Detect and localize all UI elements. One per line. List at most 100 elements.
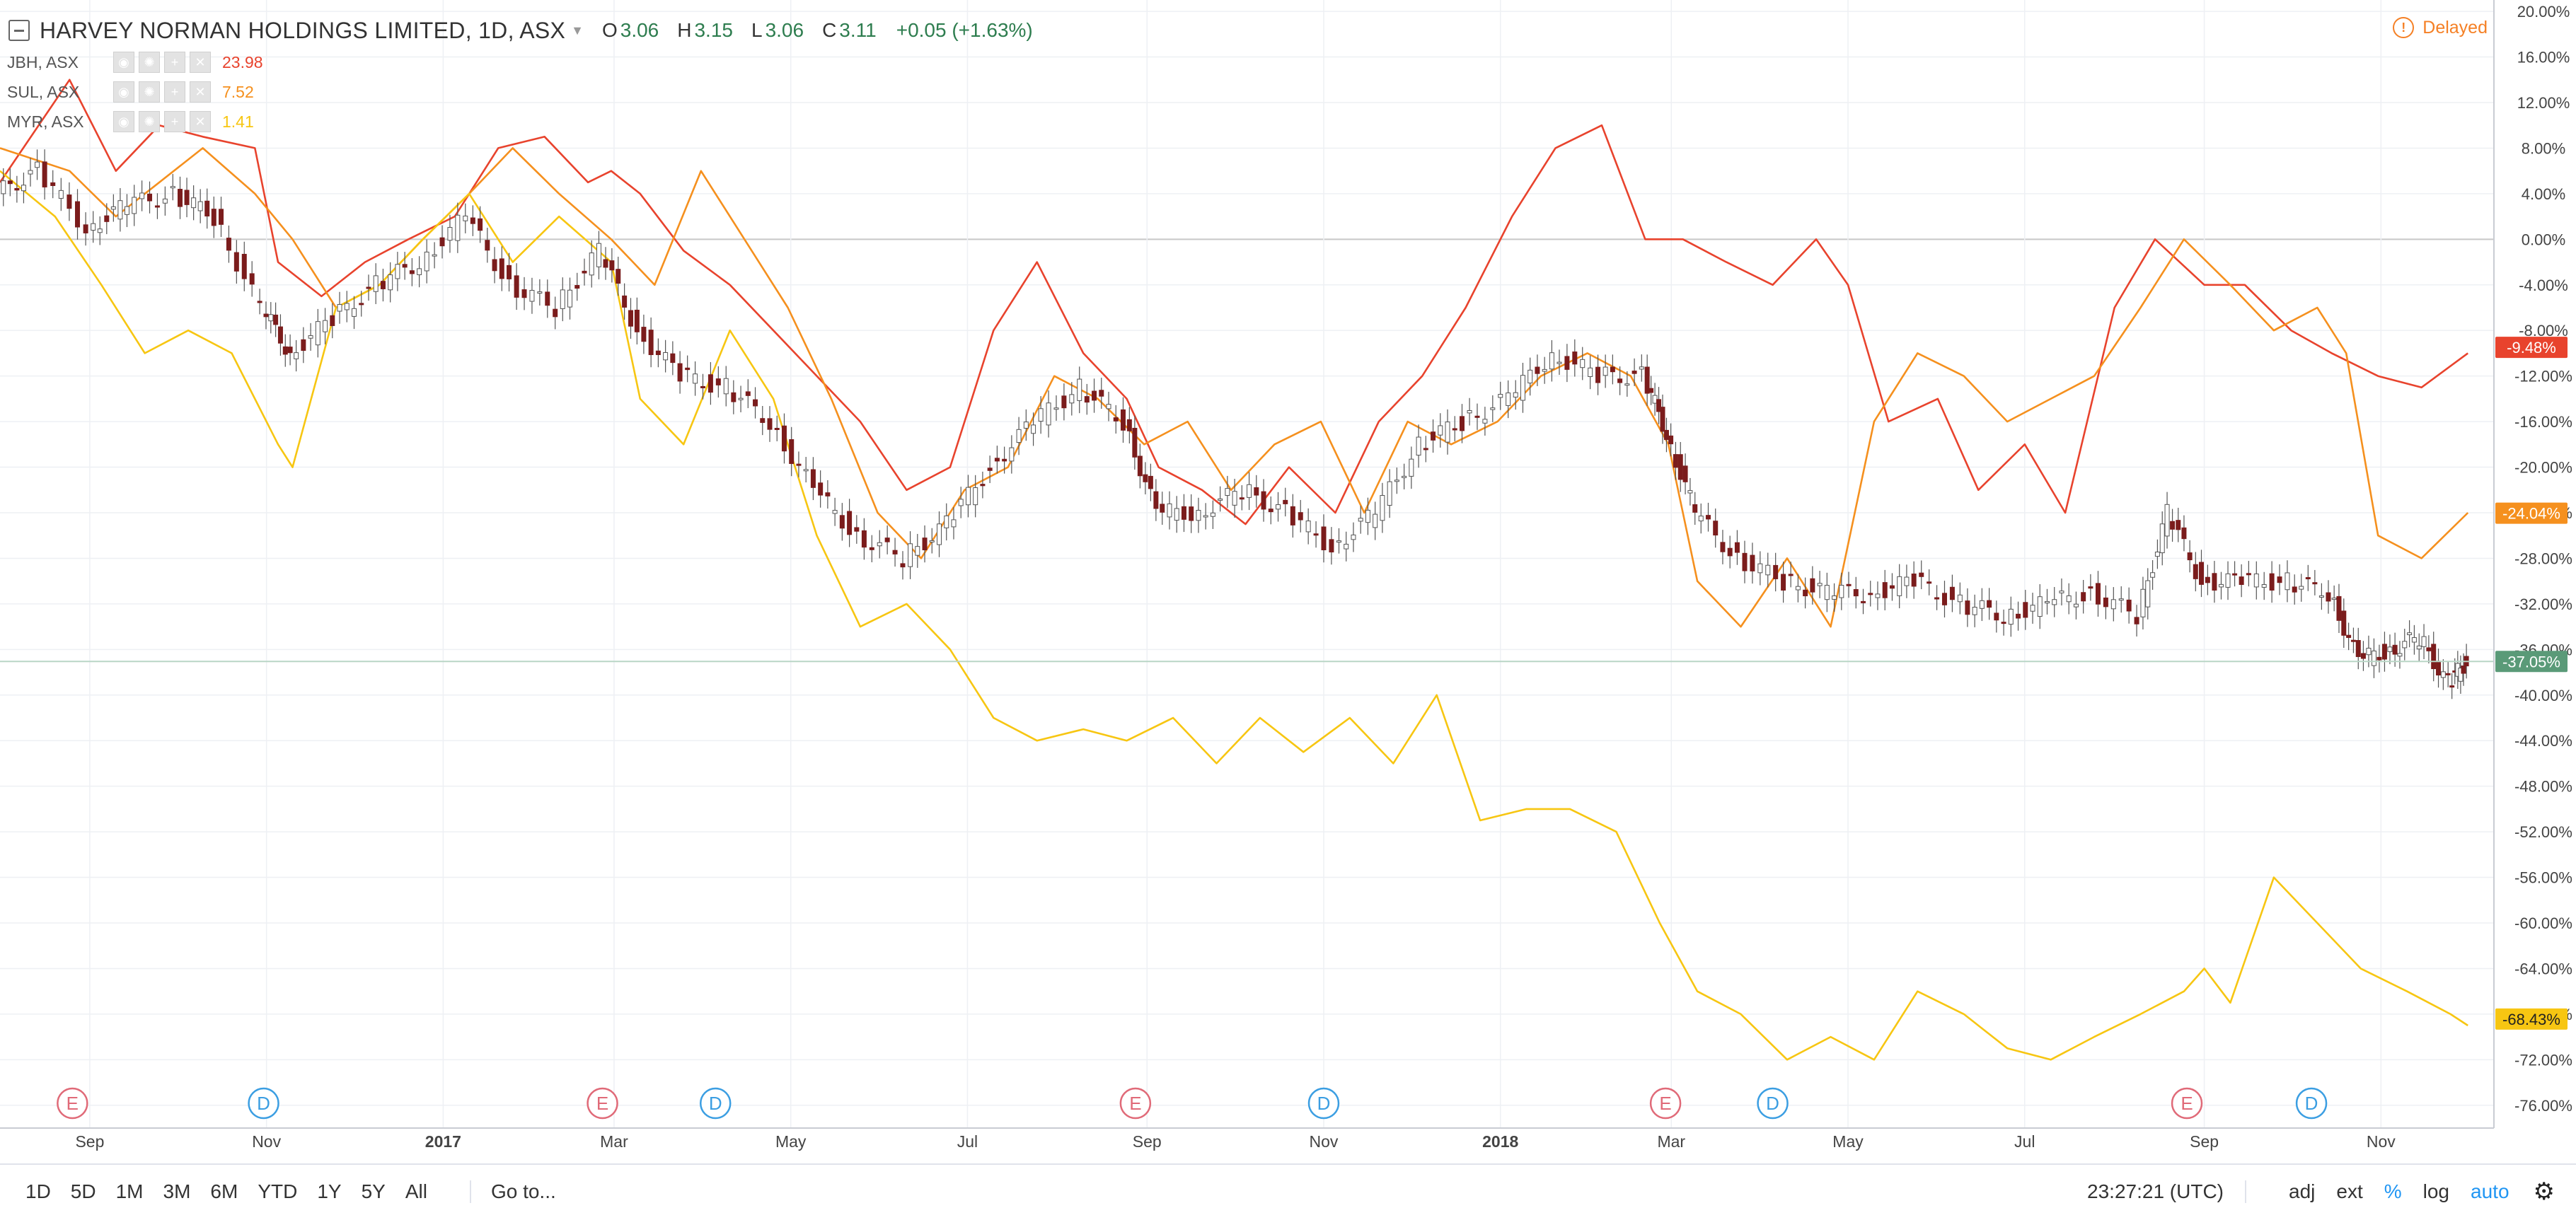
legend-sul[interactable]: SUL, ASX ◉ ✺ + ✕ 7.52	[7, 78, 254, 106]
more-icon[interactable]: +	[164, 81, 185, 103]
goto-button[interactable]: Go to...	[469, 1180, 556, 1203]
gear-icon[interactable]: ✺	[139, 81, 160, 103]
earnings-marker[interactable]: E	[587, 1087, 618, 1120]
candle-body	[2088, 586, 2093, 589]
candle-body	[2218, 583, 2224, 588]
adj-toggle[interactable]: adj	[2289, 1180, 2316, 1202]
candle-body	[1972, 607, 1977, 615]
bottom-toolbar: 1D 5D 1M 3M 6M YTD 1Y 5Y All Go to... 23…	[0, 1163, 2576, 1218]
candle-body	[219, 209, 224, 225]
range-all[interactable]: All	[405, 1180, 427, 1202]
candle-body	[767, 418, 773, 430]
y-tick-label: -56.00%	[2514, 869, 2572, 887]
range-1y[interactable]: 1Y	[317, 1180, 342, 1202]
candle-body	[796, 463, 802, 466]
range-1m[interactable]: 1M	[115, 1180, 144, 1202]
candle-body	[1705, 515, 1711, 520]
close-icon[interactable]: ✕	[190, 52, 211, 73]
clock[interactable]: 23:27:21 (UTC)	[2087, 1180, 2246, 1203]
legend-jbh[interactable]: JBH, ASX ◉ ✺ + ✕ 23.98	[7, 48, 263, 76]
grid	[0, 0, 2494, 1128]
candle-body	[1373, 513, 1378, 528]
auto-toggle[interactable]: auto	[2471, 1180, 2509, 1202]
y-tick-label: -40.00%	[2514, 687, 2572, 704]
candle-body	[745, 391, 751, 396]
delayed-indicator[interactable]: ! Delayed	[2393, 17, 2488, 38]
symbol-header: HARVEY NORMAN HOLDINGS LIMITED, 1D, ASX …	[8, 14, 1033, 47]
candle-body	[1660, 407, 1665, 432]
candle-body	[861, 530, 867, 548]
x-tick-label: 2018	[1482, 1132, 1518, 1151]
ohlc-high: H 3.15	[677, 19, 733, 41]
x-tick-label: Mar	[1657, 1132, 1685, 1151]
eye-icon[interactable]: ◉	[113, 81, 134, 103]
candle-body	[560, 289, 565, 309]
earnings-marker[interactable]: E	[1119, 1087, 1152, 1120]
collapse-icon[interactable]	[8, 20, 30, 41]
candle-body	[2407, 632, 2413, 635]
dividend-marker[interactable]: D	[699, 1087, 732, 1120]
range-6m[interactable]: 6M	[210, 1180, 238, 1202]
eye-icon[interactable]: ◉	[113, 111, 134, 132]
candle-body	[50, 182, 56, 186]
candle-body	[1795, 586, 1801, 591]
candle-body	[2299, 586, 2304, 590]
candle-body	[2246, 573, 2251, 576]
percent-toggle[interactable]: %	[2384, 1180, 2402, 1202]
range-5d[interactable]: 5D	[70, 1180, 96, 1202]
candle-body	[2134, 617, 2139, 624]
candle-body	[110, 206, 116, 210]
gear-icon[interactable]: ✺	[139, 52, 160, 73]
range-1d[interactable]: 1D	[25, 1180, 51, 1202]
legend-myr[interactable]: MYR, ASX ◉ ✺ + ✕ 1.41	[7, 108, 254, 136]
price-change: +0.05 (+1.63%)	[896, 19, 1033, 41]
candle-body	[249, 273, 255, 285]
main-series-title[interactable]: HARVEY NORMAN HOLDINGS LIMITED, 1D, ASX	[40, 17, 566, 43]
y-tick-label: -48.00%	[2514, 778, 2572, 796]
candle-body	[21, 185, 26, 192]
marker-circle	[1119, 1087, 1152, 1120]
candle-body	[344, 303, 350, 310]
candle-body	[1979, 600, 1985, 609]
gear-icon[interactable]: ✺	[139, 111, 160, 132]
dividend-marker[interactable]: D	[1757, 1087, 1789, 1120]
dividend-marker[interactable]: D	[2295, 1087, 2328, 1120]
range-5y[interactable]: 5Y	[361, 1180, 386, 1202]
candle-body	[553, 308, 558, 318]
info-icon: !	[2393, 17, 2415, 38]
candle-body	[1290, 506, 1295, 525]
marker-label: E	[1659, 1093, 1671, 1114]
ext-toggle[interactable]: ext	[2336, 1180, 2363, 1202]
candle-body	[1911, 573, 1917, 587]
dividend-marker[interactable]: D	[248, 1087, 279, 1120]
more-icon[interactable]: +	[164, 52, 185, 73]
more-icon[interactable]: +	[164, 111, 185, 132]
candle-body	[944, 515, 949, 528]
y-tick-label: -12.00%	[2514, 368, 2572, 385]
y-tick-label: -52.00%	[2514, 823, 2572, 841]
candle-body	[774, 427, 780, 430]
y-tick-label: 16.00%	[2517, 49, 2570, 66]
log-toggle[interactable]: log	[2422, 1180, 2450, 1202]
range-3m[interactable]: 3M	[163, 1180, 191, 1202]
candle-body	[359, 303, 364, 306]
candle-body	[2118, 598, 2124, 601]
eye-icon[interactable]: ◉	[113, 52, 134, 73]
marker-circle	[1307, 1087, 1340, 1120]
gear-icon[interactable]: ⚙	[2533, 1178, 2555, 1205]
earnings-marker[interactable]: E	[57, 1087, 88, 1120]
close-icon[interactable]: ✕	[190, 81, 211, 103]
range-ytd[interactable]: YTD	[258, 1180, 298, 1202]
dividend-marker[interactable]: D	[1307, 1087, 1340, 1120]
close-icon[interactable]: ✕	[190, 111, 211, 132]
earnings-marker[interactable]: E	[1649, 1087, 1682, 1120]
candle-body	[2176, 520, 2181, 530]
candle-body	[1742, 552, 1748, 571]
candle-body	[2081, 592, 2086, 602]
chevron-down-icon[interactable]: ▼	[571, 23, 584, 37]
candle-body	[1687, 490, 1693, 494]
candle-body	[1084, 396, 1090, 403]
earnings-marker[interactable]: E	[2171, 1087, 2203, 1120]
